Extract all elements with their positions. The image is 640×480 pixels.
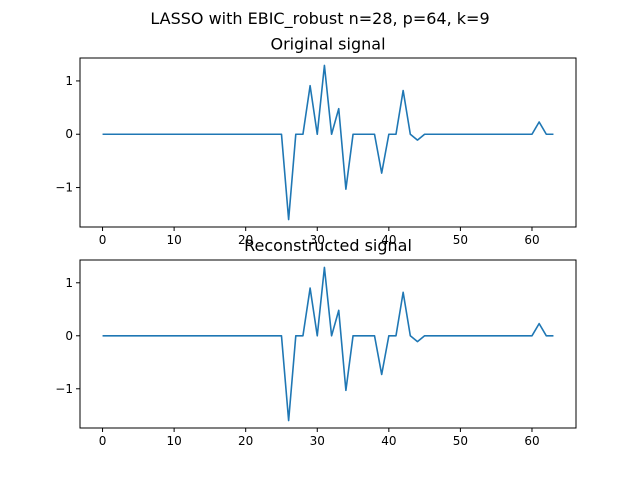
reconstructed-signal-xtick-label-5: 50 — [453, 434, 468, 448]
reconstructed-signal-xtick-label-1: 10 — [166, 434, 181, 448]
original-signal-xtick-label-4: 40 — [381, 233, 396, 247]
reconstructed-signal-title: Reconstructed signal — [244, 236, 412, 255]
original-signal-xtick-label-1: 10 — [166, 233, 181, 247]
reconstructed-signal-plot-area: 0 10 20 30 40 50 60 −1 0 1 — [55, 259, 577, 448]
original-signal-xtick-label-0: 0 — [99, 233, 107, 247]
original-signal-plot-area: 0 10 20 30 40 50 60 −1 0 1 — [55, 57, 577, 247]
original-signal-xtick-label-3: 30 — [310, 233, 325, 247]
reconstructed-signal-ytick-label-2: 1 — [65, 276, 73, 290]
original-signal-title: Original signal — [270, 35, 385, 54]
reconstructed-signal-series-line-0 — [102, 266, 554, 422]
original-signal-ytick-label-2: 1 — [65, 74, 73, 88]
reconstructed-signal-xtick-label-3: 30 — [310, 434, 325, 448]
figure-suptitle: LASSO with EBIC_robust n=28, p=64, k=9 — [150, 9, 489, 29]
reconstructed-signal-xtick-label-6: 60 — [524, 434, 539, 448]
reconstructed-signal-frame — [79, 259, 577, 429]
original-signal-axes: Original signal 0 10 20 30 40 50 60 −1 0 1 — [55, 35, 577, 247]
original-signal-series-line-0 — [102, 64, 554, 221]
reconstructed-signal-xtick-label-2: 20 — [238, 434, 253, 448]
original-signal-ytick-label-1: 0 — [65, 127, 73, 141]
reconstructed-signal-axes: Reconstructed signal 0 10 20 30 40 50 60 −1 0 1 — [55, 236, 577, 448]
original-signal-ytick-label-0: −1 — [55, 181, 73, 195]
reconstructed-signal-xtick-label-4: 40 — [381, 434, 396, 448]
reconstructed-signal-ytick-label-1: 0 — [65, 329, 73, 343]
reconstructed-signal-xtick-label-0: 0 — [99, 434, 107, 448]
reconstructed-signal-ytick-label-0: −1 — [55, 382, 73, 396]
original-signal-xtick-label-2: 20 — [238, 233, 253, 247]
original-signal-xtick-label-6: 60 — [524, 233, 539, 247]
original-signal-xtick-label-5: 50 — [453, 233, 468, 247]
original-signal-frame — [79, 57, 577, 228]
